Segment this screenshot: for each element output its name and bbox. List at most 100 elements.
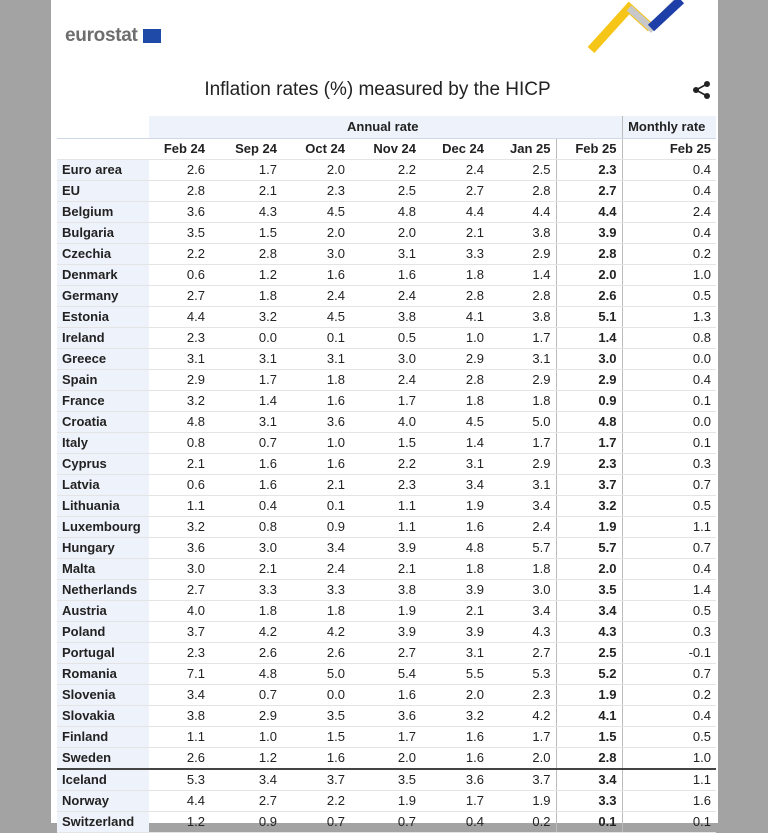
country-cell: Norway xyxy=(57,790,149,812)
value-cell: 1.5 xyxy=(282,726,350,748)
logo[interactable]: eurostat xyxy=(65,25,138,46)
value-cell: 2.0 xyxy=(282,222,350,244)
value-cell: 4.8 xyxy=(210,663,282,685)
value-cell: 0.3 xyxy=(621,453,716,475)
value-cell: 2.0 xyxy=(489,747,556,770)
value-cell: 2.6 xyxy=(149,159,210,181)
value-cell: 0.1 xyxy=(282,327,350,349)
value-cell: 2.9 xyxy=(555,369,622,391)
value-cell: 0.7 xyxy=(210,432,282,454)
value-cell: 5.4 xyxy=(350,663,421,685)
value-cell: 4.3 xyxy=(210,201,282,223)
value-cell: 4.8 xyxy=(421,537,489,559)
value-cell: 3.4 xyxy=(489,600,556,622)
value-cell: 2.9 xyxy=(149,369,210,391)
value-cell: 2.8 xyxy=(555,747,622,770)
eu-flag xyxy=(143,29,161,43)
value-cell: 3.6 xyxy=(149,537,210,559)
country-cell: Germany xyxy=(57,285,149,307)
value-cell: 2.2 xyxy=(350,159,421,181)
value-cell: 1.6 xyxy=(282,747,350,770)
share-icon[interactable] xyxy=(692,80,712,100)
value-cell: 2.6 xyxy=(555,285,622,307)
value-cell: 3.6 xyxy=(350,705,421,727)
value-cell: 1.6 xyxy=(210,453,282,475)
value-cell: 0.7 xyxy=(210,684,282,706)
value-cell: 3.0 xyxy=(149,558,210,580)
value-cell: 2.3 xyxy=(555,159,622,181)
value-cell: 1.5 xyxy=(350,432,421,454)
table-row: Spain 2.9 1.7 1.8 2.4 2.8 2.9 2.9 0.4 xyxy=(57,369,716,391)
value-cell: 4.8 xyxy=(350,201,421,223)
value-cell: 1.2 xyxy=(210,264,282,286)
value-cell: 2.5 xyxy=(350,180,421,202)
value-cell: 1.6 xyxy=(421,747,489,770)
table-row: Iceland 5.3 3.4 3.7 3.5 3.6 3.7 3.4 1.1 xyxy=(57,768,716,791)
value-cell: 1.1 xyxy=(149,495,210,517)
value-cell: 1.0 xyxy=(621,747,716,770)
value-cell: 2.0 xyxy=(555,558,622,580)
value-cell: 3.3 xyxy=(210,579,282,601)
value-cell: 2.8 xyxy=(149,180,210,202)
country-cell: France xyxy=(57,390,149,412)
value-cell: 2.4 xyxy=(421,159,489,181)
value-cell: 3.6 xyxy=(421,768,489,791)
table-row: Czechia 2.2 2.8 3.0 3.1 3.3 2.9 2.8 0.2 xyxy=(57,243,716,265)
value-cell: 1.1 xyxy=(350,495,421,517)
value-cell: 0.4 xyxy=(421,811,489,833)
country-cell: Belgium xyxy=(57,201,149,223)
column-header: Jan 25 xyxy=(489,138,556,160)
table-row: Latvia 0.6 1.6 2.1 2.3 3.4 3.1 3.7 0.7 xyxy=(57,474,716,496)
value-cell: 0.1 xyxy=(282,495,350,517)
table-row: Euro area 2.6 1.7 2.0 2.2 2.4 2.5 2.3 0.4 xyxy=(57,159,716,181)
value-cell: 2.0 xyxy=(282,159,350,181)
value-cell: 2.1 xyxy=(210,180,282,202)
value-cell: 1.6 xyxy=(282,390,350,412)
value-cell: 2.8 xyxy=(489,285,556,307)
value-cell: 1.7 xyxy=(555,432,622,454)
value-cell: 0.1 xyxy=(621,811,716,833)
value-cell: 1.2 xyxy=(210,747,282,770)
column-header: Nov 24 xyxy=(350,138,421,160)
value-cell: 2.8 xyxy=(421,285,489,307)
value-cell: 1.4 xyxy=(555,327,622,349)
value-cell: 4.3 xyxy=(489,621,556,643)
value-cell: 2.7 xyxy=(555,180,622,202)
country-cell: Luxembourg xyxy=(57,516,149,538)
table-row: Cyprus 2.1 1.6 1.6 2.2 3.1 2.9 2.3 0.3 xyxy=(57,453,716,475)
country-cell: Latvia xyxy=(57,474,149,496)
value-cell: 3.1 xyxy=(421,453,489,475)
value-cell: 3.4 xyxy=(555,600,622,622)
value-cell: 3.1 xyxy=(149,348,210,370)
value-cell: 4.5 xyxy=(282,201,350,223)
value-cell: 1.7 xyxy=(421,790,489,812)
table-row: Portugal 2.3 2.6 2.6 2.7 3.1 2.7 2.5 -0.1 xyxy=(57,642,716,664)
value-cell: 1.6 xyxy=(350,264,421,286)
value-cell: 1.8 xyxy=(421,390,489,412)
value-cell: 2.7 xyxy=(149,579,210,601)
table-row: Slovakia 3.8 2.9 3.5 3.6 3.2 4.2 4.1 0.4 xyxy=(57,705,716,727)
value-cell: 5.3 xyxy=(489,663,556,685)
title: Inflation rates (%) measured by the HICP xyxy=(204,79,551,100)
table-row: Netherlands 2.7 3.3 3.3 3.8 3.9 3.0 3.5 1.4 xyxy=(57,579,716,601)
value-cell: 0.2 xyxy=(621,243,716,265)
value-cell: 2.7 xyxy=(489,642,556,664)
value-cell: 1.6 xyxy=(421,516,489,538)
column-header: Feb 25 xyxy=(621,138,716,160)
country-cell: Romania xyxy=(57,663,149,685)
group-header: Annual rate xyxy=(149,116,622,139)
value-cell: 2.3 xyxy=(149,642,210,664)
country-cell: Euro area xyxy=(57,159,149,181)
value-cell: 3.0 xyxy=(555,348,622,370)
value-cell: 5.0 xyxy=(489,411,556,433)
value-cell: 1.6 xyxy=(282,453,350,475)
value-cell: 0.4 xyxy=(621,222,716,244)
value-cell: 2.8 xyxy=(489,180,556,202)
value-cell: 1.0 xyxy=(210,726,282,748)
country-cell: Denmark xyxy=(57,264,149,286)
value-cell: 2.5 xyxy=(555,642,622,664)
value-cell: 2.6 xyxy=(149,747,210,770)
value-cell: 1.7 xyxy=(210,159,282,181)
panel: eurostat Inflation rates (%) measured by… xyxy=(51,0,718,833)
country-cell: Finland xyxy=(57,726,149,748)
